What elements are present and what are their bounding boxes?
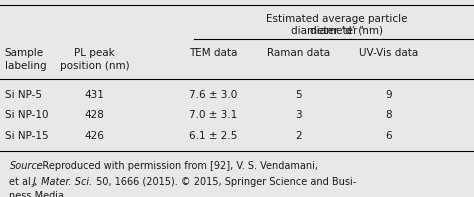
Text: 6.1 ± 2.5: 6.1 ± 2.5 xyxy=(189,131,237,141)
Text: Raman data: Raman data xyxy=(267,48,330,58)
Text: : Reproduced with permission from [92], V. S. Vendamani,: : Reproduced with permission from [92], … xyxy=(36,162,318,171)
Text: 6: 6 xyxy=(385,131,392,141)
Text: position (nm): position (nm) xyxy=(60,61,129,71)
Text: Si NP-10: Si NP-10 xyxy=(5,110,48,120)
Text: 9: 9 xyxy=(385,90,392,99)
Text: Estimated average particle: Estimated average particle xyxy=(266,14,407,24)
Text: 5: 5 xyxy=(295,90,302,99)
Text: 428: 428 xyxy=(85,110,105,120)
Text: J. Mater. Sci.: J. Mater. Sci. xyxy=(32,177,92,187)
Text: 8: 8 xyxy=(385,110,392,120)
Text: 426: 426 xyxy=(85,131,105,141)
Text: et al.,: et al., xyxy=(9,177,40,187)
Text: 7.0 ± 3.1: 7.0 ± 3.1 xyxy=(189,110,237,120)
Text: UV-Vis data: UV-Vis data xyxy=(359,48,418,58)
Text: 7.6 ± 3.0: 7.6 ± 3.0 xyxy=(189,90,237,99)
Text: diameter ‘d’ (nm): diameter ‘d’ (nm) xyxy=(291,26,383,35)
Text: Source: Source xyxy=(9,162,43,171)
Text: Si NP-5: Si NP-5 xyxy=(5,90,42,99)
Text: Sample: Sample xyxy=(5,48,44,58)
Text: 2: 2 xyxy=(295,131,302,141)
Text: 431: 431 xyxy=(85,90,105,99)
Text: ness Media.: ness Media. xyxy=(9,191,67,197)
Text: diameter ‘: diameter ‘ xyxy=(310,26,364,35)
Text: 50, 1666 (2015). © 2015, Springer Science and Busi-: 50, 1666 (2015). © 2015, Springer Scienc… xyxy=(93,177,356,187)
Text: labeling: labeling xyxy=(5,61,46,71)
Text: 3: 3 xyxy=(295,110,302,120)
Text: TEM data: TEM data xyxy=(189,48,237,58)
Text: Si NP-15: Si NP-15 xyxy=(5,131,48,141)
Text: PL peak: PL peak xyxy=(74,48,115,58)
